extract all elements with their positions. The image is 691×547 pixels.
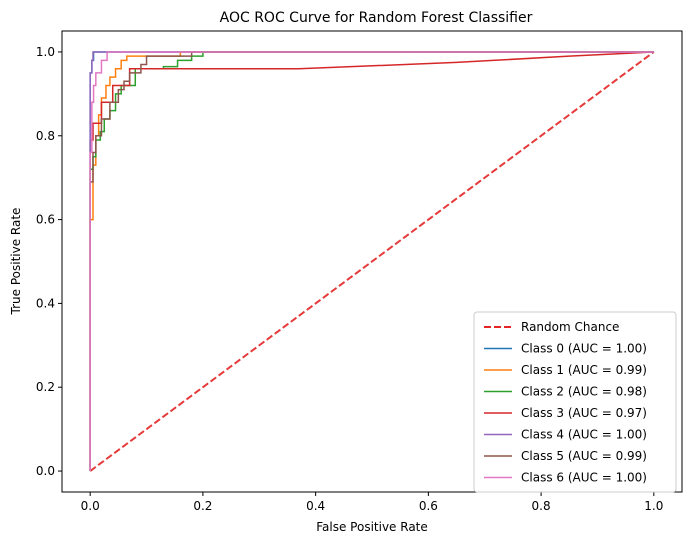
legend-box (473, 311, 677, 493)
y-tick-label: 0.2 (36, 380, 55, 394)
y-tick-label: 0.4 (36, 296, 55, 310)
series-line-6 (89, 51, 654, 472)
legend-label-6: Class 5 (AUC = 0.99) (521, 449, 647, 463)
plot-area (89, 51, 655, 472)
x-tick-label: 0.4 (306, 499, 325, 513)
y-tick-label: 0.8 (36, 129, 55, 143)
legend-label-4: Class 3 (AUC = 0.97) (521, 406, 647, 420)
y-tick-label: 0.0 (36, 464, 55, 478)
y-axis: 0.0 0.2 0.4 0.6 0.8 1.0 (36, 45, 62, 478)
y-tick-label: 1.0 (36, 45, 55, 59)
x-tick-label: 0.2 (193, 499, 212, 513)
y-tick-label: 0.6 (36, 213, 55, 227)
legend-label-0: Random Chance (521, 320, 619, 334)
axes-frame (61, 30, 683, 493)
legend-label-3: Class 2 (AUC = 0.98) (521, 385, 647, 399)
x-tick-label: 1.0 (644, 499, 663, 513)
series-line-5 (89, 51, 654, 472)
series-line-0 (89, 51, 655, 472)
legend: Random Chance Class 0 (AUC = 1.00) Class 1… (473, 311, 677, 493)
legend-label-1: Class 0 (AUC = 1.00) (521, 342, 647, 356)
x-axis: 0.0 0.2 0.4 0.6 0.8 1.0 (81, 492, 663, 513)
x-tick-label: 0.6 (419, 499, 438, 513)
series-line-7 (89, 51, 654, 472)
x-tick-label: 0.0 (81, 499, 100, 513)
series-line-2 (89, 51, 654, 472)
series-line-4 (89, 51, 654, 472)
legend-label-5: Class 4 (AUC = 1.00) (521, 428, 647, 442)
y-axis-title: True Positive Rate (9, 208, 23, 316)
legend-label-7: Class 6 (AUC = 1.00) (521, 471, 647, 485)
x-tick-label: 0.8 (532, 499, 551, 513)
chart-title: AOC ROC Curve for Random Forest Classifi… (220, 10, 533, 26)
x-axis-title: False Positive Rate (316, 520, 428, 534)
legend-label-2: Class 1 (AUC = 0.99) (521, 363, 647, 377)
